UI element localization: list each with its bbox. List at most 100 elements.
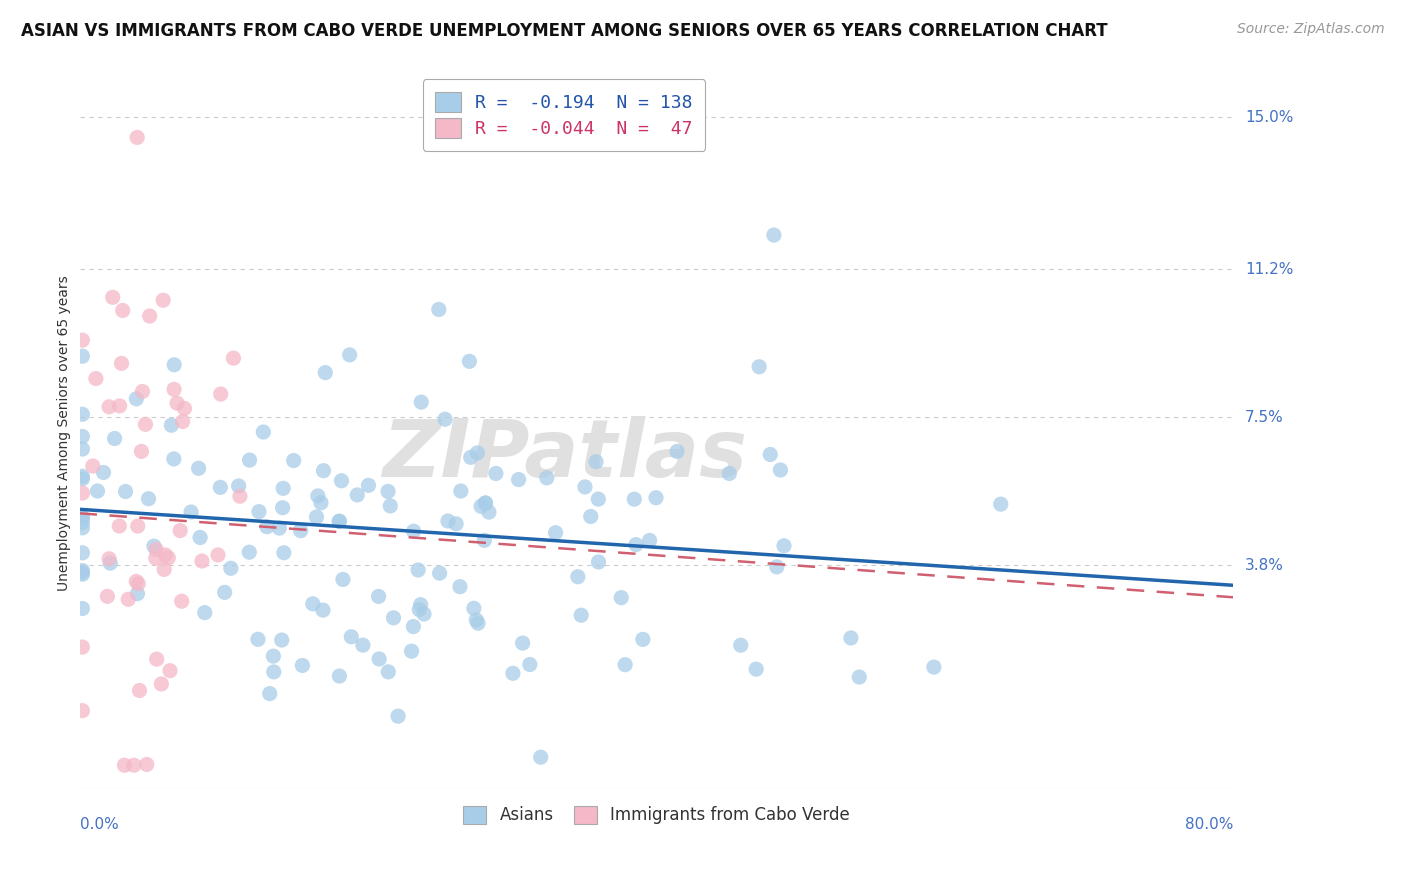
Point — [269, 521, 291, 535]
Point — [160, 418, 183, 433]
Point — [508, 473, 530, 487]
Point — [759, 448, 782, 462]
Point — [588, 492, 610, 507]
Point — [270, 633, 292, 648]
Point — [382, 611, 405, 625]
Point — [328, 514, 350, 528]
Point — [172, 415, 194, 429]
Point — [309, 496, 332, 510]
Point — [450, 483, 472, 498]
Point — [131, 444, 153, 458]
Text: 0.0%: 0.0% — [80, 817, 118, 832]
Point — [769, 463, 792, 477]
Point — [135, 757, 157, 772]
Point — [163, 383, 186, 397]
Point — [145, 542, 167, 557]
Point — [207, 548, 229, 562]
Point — [271, 500, 294, 515]
Point — [114, 484, 136, 499]
Point — [409, 598, 432, 612]
Point — [478, 505, 501, 519]
Point — [72, 564, 94, 578]
Point — [169, 524, 191, 538]
Point — [166, 396, 188, 410]
Point — [194, 606, 217, 620]
Point — [762, 228, 785, 243]
Point — [328, 514, 350, 528]
Point — [98, 400, 121, 414]
Point — [209, 480, 232, 494]
Point — [163, 358, 186, 372]
Point — [377, 665, 399, 679]
Point — [368, 652, 391, 666]
Point — [145, 551, 167, 566]
Point — [117, 592, 139, 607]
Text: ZIPatlas: ZIPatlas — [381, 416, 747, 493]
Point — [460, 450, 482, 465]
Point — [96, 590, 118, 604]
Point — [406, 563, 429, 577]
Point — [588, 555, 610, 569]
Point — [214, 585, 236, 599]
Point — [519, 657, 541, 672]
Point — [307, 489, 329, 503]
Point — [301, 597, 323, 611]
Point — [610, 591, 633, 605]
Point — [72, 469, 94, 483]
Point — [263, 665, 285, 679]
Point — [127, 576, 149, 591]
Point — [314, 366, 336, 380]
Point — [209, 387, 232, 401]
Point — [839, 631, 862, 645]
Point — [222, 351, 245, 366]
Point — [238, 453, 260, 467]
Point — [122, 758, 145, 772]
Point — [427, 302, 450, 317]
Point — [357, 478, 380, 492]
Point — [163, 451, 186, 466]
Point — [623, 492, 645, 507]
Point — [332, 573, 354, 587]
Point — [72, 472, 94, 486]
Point — [112, 758, 135, 772]
Point — [72, 567, 94, 582]
Point — [104, 432, 127, 446]
Point — [449, 580, 471, 594]
Point — [72, 640, 94, 654]
Point — [585, 455, 607, 469]
Y-axis label: Unemployment Among Seniors over 65 years: Unemployment Among Seniors over 65 years — [58, 276, 72, 591]
Point — [402, 619, 425, 633]
Point — [312, 603, 335, 617]
Text: 3.8%: 3.8% — [1244, 558, 1284, 573]
Point — [72, 601, 94, 615]
Point — [312, 464, 335, 478]
Point — [84, 371, 107, 385]
Point — [247, 505, 270, 519]
Point — [170, 594, 193, 608]
Point — [645, 491, 668, 505]
Point — [125, 392, 148, 406]
Point — [377, 484, 399, 499]
Point — [614, 657, 637, 672]
Point — [110, 356, 132, 370]
Point — [72, 510, 94, 524]
Point — [631, 632, 654, 647]
Point — [128, 683, 150, 698]
Point — [159, 664, 181, 678]
Point — [228, 479, 250, 493]
Point — [72, 333, 94, 347]
Point — [138, 491, 160, 506]
Point — [467, 446, 489, 460]
Point — [155, 548, 177, 562]
Point — [283, 453, 305, 467]
Point — [145, 652, 167, 666]
Point — [262, 649, 284, 664]
Point — [328, 669, 350, 683]
Point — [111, 303, 134, 318]
Point — [434, 412, 457, 426]
Point — [72, 442, 94, 456]
Text: 7.5%: 7.5% — [1244, 409, 1284, 425]
Point — [544, 525, 567, 540]
Point — [187, 461, 209, 475]
Point — [219, 561, 242, 575]
